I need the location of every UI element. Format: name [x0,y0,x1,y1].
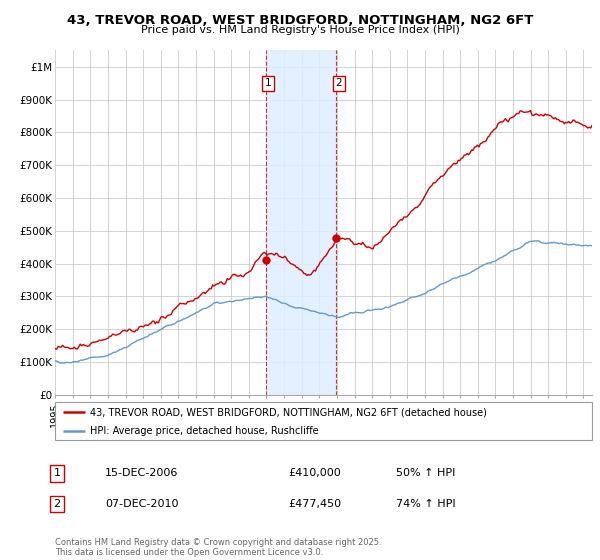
Text: £410,000: £410,000 [288,468,341,478]
Text: 2: 2 [335,78,342,88]
Bar [266,50,336,395]
Text: £477,450: £477,450 [288,499,341,509]
Text: Price paid vs. HM Land Registry's House Price Index (HPI): Price paid vs. HM Land Registry's House … [140,25,460,35]
Text: 1: 1 [265,78,272,88]
Text: 2: 2 [53,499,61,509]
Text: 43, TREVOR ROAD, WEST BRIDGFORD, NOTTINGHAM, NG2 6FT: 43, TREVOR ROAD, WEST BRIDGFORD, NOTTING… [67,14,533,27]
Text: Contains HM Land Registry data © Crown copyright and database right 2025.
This d: Contains HM Land Registry data © Crown c… [55,538,382,557]
Text: 43, TREVOR ROAD, WEST BRIDGFORD, NOTTINGHAM, NG2 6FT (detached house): 43, TREVOR ROAD, WEST BRIDGFORD, NOTTING… [90,407,487,417]
Text: 07-DEC-2010: 07-DEC-2010 [105,499,179,509]
Text: HPI: Average price, detached house, Rushcliffe: HPI: Average price, detached house, Rush… [90,426,319,436]
Text: 1: 1 [53,468,61,478]
Text: 74% ↑ HPI: 74% ↑ HPI [396,499,455,509]
Text: 15-DEC-2006: 15-DEC-2006 [105,468,178,478]
Text: 50% ↑ HPI: 50% ↑ HPI [396,468,455,478]
